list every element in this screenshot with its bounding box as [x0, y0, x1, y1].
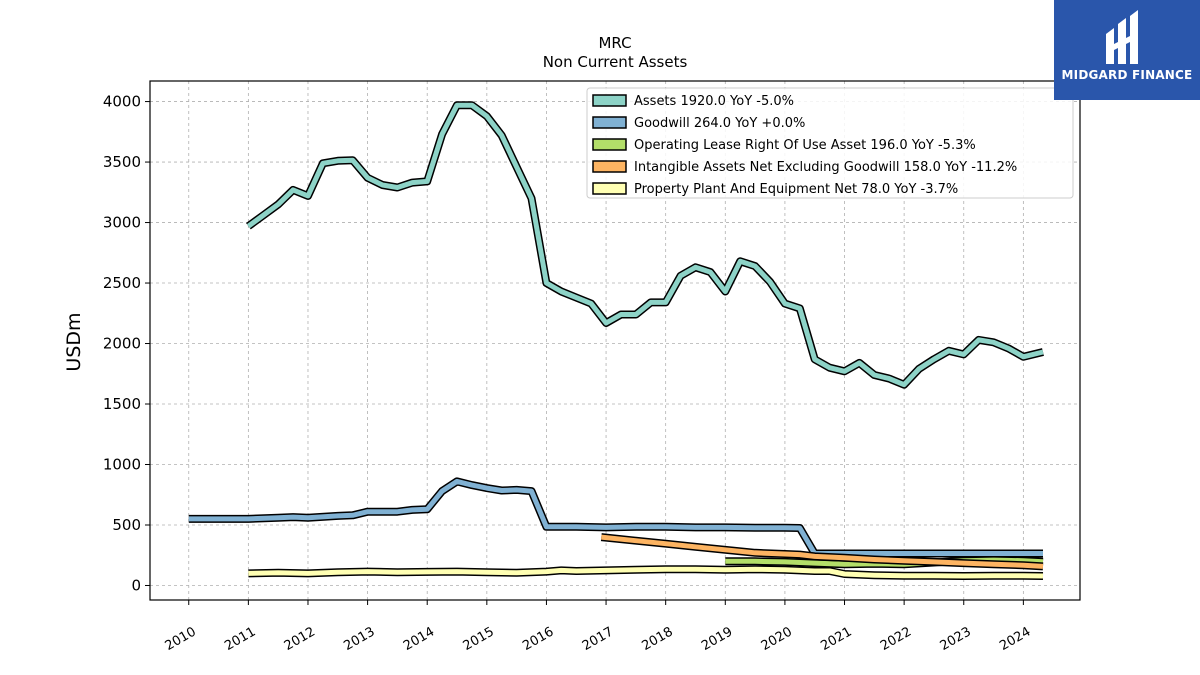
plot-frame: [149, 80, 1081, 601]
series-line-0: [246, 102, 1044, 388]
legend-entry: Intangible Assets Net Excluding Goodwill…: [634, 160, 1017, 175]
x-tick-label: 2017: [580, 624, 616, 654]
x-tick-label: 2024: [997, 624, 1033, 654]
y-tick-label: 1500: [103, 395, 141, 413]
x-tick-label: 2010: [163, 624, 199, 654]
legend-entry: Assets 1920.0 YoY -5.0%: [634, 94, 794, 109]
legend-entry: Property Plant And Equipment Net 78.0 Yo…: [634, 182, 958, 197]
logo-text: MIDGARD FINANCE: [1061, 68, 1193, 82]
y-tick-label: 2000: [103, 335, 141, 353]
x-tick-label: 2023: [938, 624, 974, 654]
y-axis-label: USDm: [63, 312, 85, 371]
midgard-logo: MIDGARD FINANCE: [1054, 0, 1200, 100]
x-tick-label: 2013: [341, 624, 377, 654]
legend-entry: Operating Lease Right Of Use Asset 196.0…: [634, 138, 976, 153]
x-tick-label: 2020: [759, 624, 795, 654]
series-group: [188, 101, 1044, 580]
x-tick-label: 2016: [520, 624, 556, 654]
chart-subtitle: Non Current Assets: [543, 53, 688, 71]
x-tick-label: 2014: [401, 624, 437, 654]
y-tick-label: 3500: [103, 153, 141, 171]
x-tick-label: 2021: [818, 624, 854, 654]
x-tick-label: 2012: [282, 624, 318, 654]
legend-swatch: [592, 116, 627, 129]
x-tick-label: 2015: [461, 624, 497, 654]
midgard-logo-icon: [1106, 10, 1138, 64]
y-tick-label: 2500: [103, 274, 141, 292]
legend-box: [586, 87, 1074, 199]
x-axis: 2010 2011 2012 2013 2014 2015 2016 2017 2018 2019…: [163, 600, 1033, 654]
series-line-4: [248, 566, 1044, 579]
series-line-1: [188, 478, 1043, 556]
y-tick-label: 3000: [103, 214, 141, 232]
series-line-3: [601, 534, 1044, 569]
x-tick-label: 2019: [699, 624, 735, 654]
x-tick-label: 2022: [878, 624, 914, 654]
x-tick-label: 2018: [640, 624, 676, 654]
legend: Assets 1920.0 YoY -5.0% Goodwill 264.0 Yo…: [586, 87, 1074, 199]
y-tick-label: 1000: [103, 456, 141, 474]
y-tick-label: 500: [112, 516, 141, 534]
y-axis: 0 500 1000 1500 2000 2500 3000 3500 4000: [103, 93, 150, 594]
legend-swatch: [592, 160, 627, 173]
legend-swatch: [592, 94, 627, 107]
y-tick-label: 0: [131, 576, 141, 594]
legend-swatch: [592, 138, 627, 151]
x-tick-label: 2011: [222, 624, 258, 654]
legend-entry: Goodwill 264.0 YoY +0.0%: [634, 116, 805, 131]
y-tick-label: 4000: [103, 93, 141, 111]
chart-title: MRC: [598, 34, 631, 52]
legend-swatch: [592, 182, 627, 195]
